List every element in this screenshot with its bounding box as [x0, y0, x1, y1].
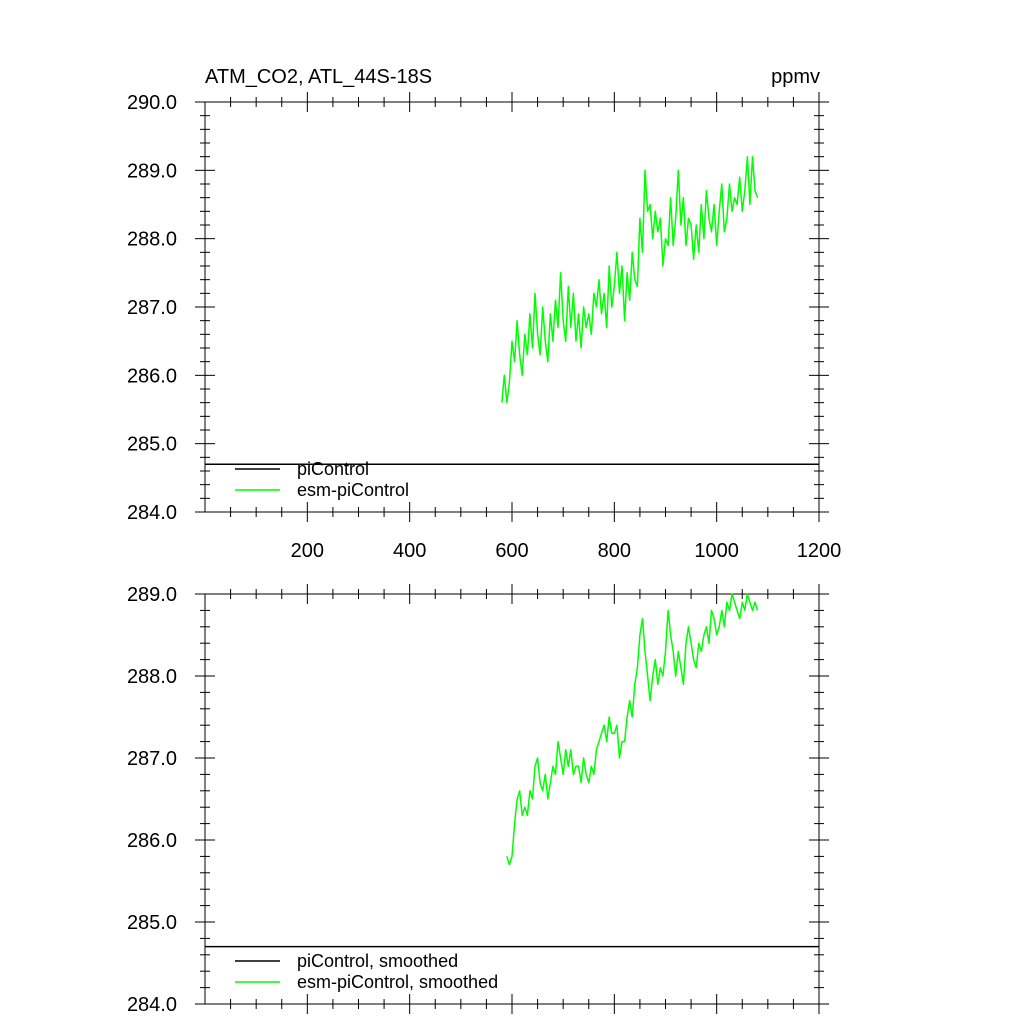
- legend-label: esm-piControl, smoothed: [297, 972, 498, 992]
- x-tick-label: 400: [393, 540, 426, 562]
- y-tick-label: 287.0: [127, 748, 177, 770]
- y-tick-label: 287.0: [127, 297, 177, 319]
- y-tick-label: 285.0: [127, 912, 177, 934]
- top-plot-frame: [204, 101, 820, 513]
- y-tick-label: 284.0: [127, 994, 177, 1016]
- x-tick-label: 800: [598, 540, 631, 562]
- y-tick-label: 284.0: [127, 502, 177, 524]
- x-tick-label: 200: [291, 540, 324, 562]
- bottom-plot-frame: [204, 593, 820, 1005]
- x-tick-label: 600: [495, 540, 528, 562]
- bottom-series-group: [205, 593, 819, 948]
- y-tick-label: 289.0: [127, 160, 177, 182]
- y-tick-label: 290.0: [127, 92, 177, 114]
- y-tick-label: 286.0: [127, 830, 177, 852]
- x-tick-label: 1200: [797, 540, 842, 562]
- legend-label: piControl: [297, 459, 369, 479]
- top-series-group: [205, 155, 819, 465]
- y-tick-label: 288.0: [127, 666, 177, 688]
- y-tick-label: 286.0: [127, 365, 177, 387]
- legend-label: esm-piControl: [297, 480, 409, 500]
- bottom-axis-ticks: 284.0 285.0 286.0 287.0 288.0 289.0: [127, 584, 829, 1016]
- x-tick-label: 1000: [694, 540, 739, 562]
- y-tick-label: 285.0: [127, 434, 177, 456]
- y-tick-label: 288.0: [127, 229, 177, 251]
- top-series-line-esm-picontrol: [501, 155, 759, 404]
- bottom-series-line-esm-picontrol-smoothed: [506, 593, 759, 866]
- top-axis-ticks: 200 400 600 800 1000 1200 284.0 285.0 286.0 287.0…: [127, 92, 841, 562]
- legend-label: piControl, smoothed: [297, 951, 458, 971]
- y-tick-label: 289.0: [127, 584, 177, 606]
- chart-title: ATM_CO2, ATL_44S-18S: [205, 66, 432, 88]
- chart-units: ppmv: [771, 66, 820, 88]
